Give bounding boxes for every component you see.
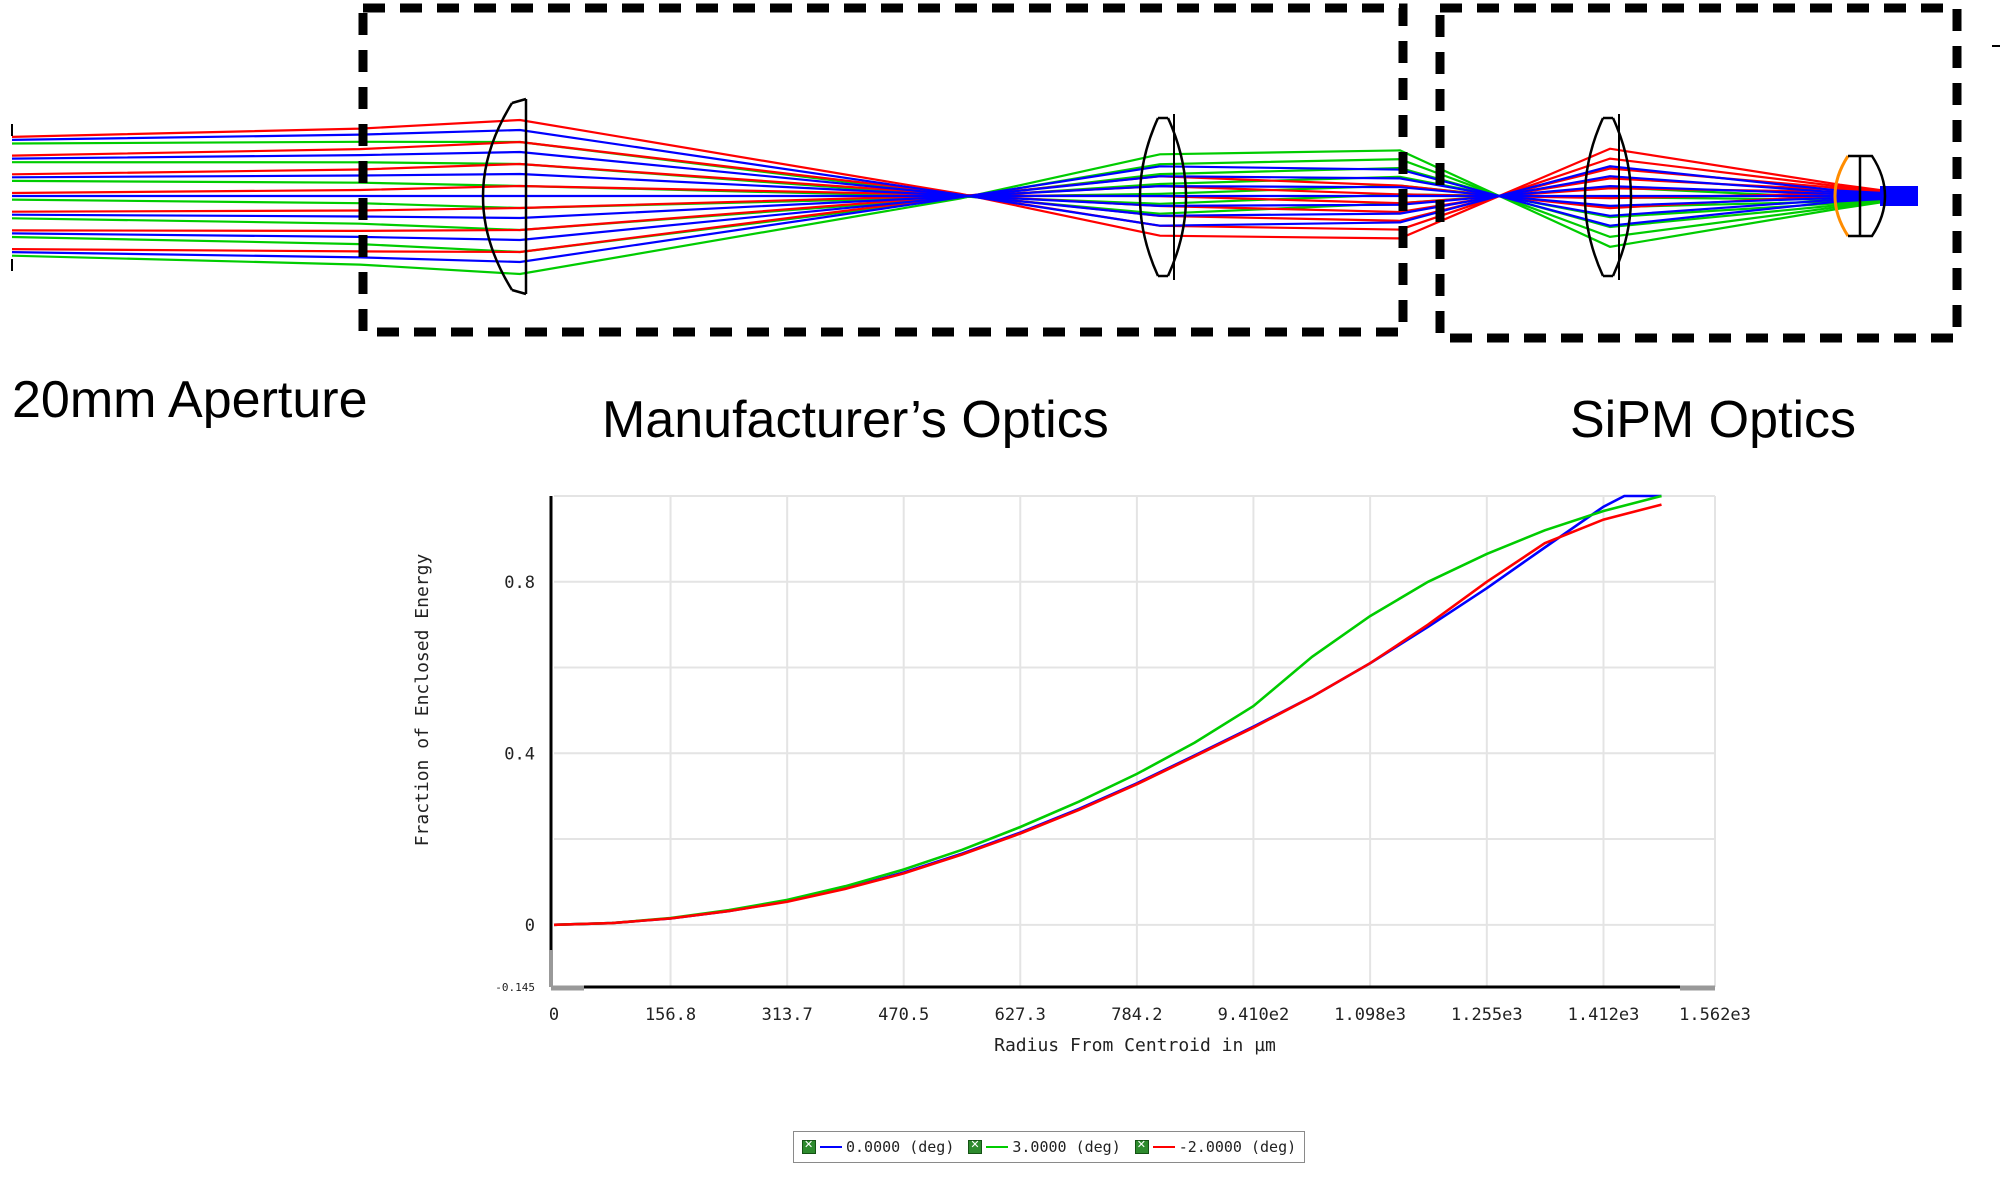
ray <box>11 179 1916 209</box>
chart-grid <box>554 495 1716 987</box>
y-tick-label: 0.4 <box>504 744 535 764</box>
legend-label: 3.0000 (deg) <box>1012 1138 1121 1156</box>
sipm-optics-box <box>1435 3 1962 343</box>
chart-series <box>553 494 1662 927</box>
legend-label: 0.0000 (deg) <box>846 1138 955 1156</box>
ray-bundles <box>11 118 1918 276</box>
ray <box>11 150 1916 217</box>
x-tick-label: 1.412e3 <box>1568 1005 1640 1025</box>
x-tick-label: 1.255e3 <box>1451 1005 1523 1025</box>
ball-lens-body <box>1848 154 1887 238</box>
ray <box>11 165 1916 264</box>
legend-label: -2.0000 (deg) <box>1178 1138 1297 1156</box>
ray <box>11 158 1916 254</box>
ray-group <box>11 140 1916 276</box>
ray-trace-diagram <box>11 3 2000 343</box>
x-tick-label: 1.098e3 <box>1334 1005 1406 1025</box>
y-tick-label: -0.145 <box>495 981 535 994</box>
detector-block <box>1880 186 1918 206</box>
legend-item[interactable]: 0.0000 (deg) <box>802 1138 954 1156</box>
ray <box>11 172 1916 208</box>
checkbox-checked-icon[interactable] <box>1134 1138 1149 1154</box>
y-tick-label: 0 <box>525 916 535 936</box>
relay-lens <box>1138 114 1188 280</box>
chart-labels: 0 156.8 313.7 470.5 627.3 784.2 9.410e2 1.098e3… <box>412 554 1751 1056</box>
lens-front-surface <box>481 102 514 291</box>
y-axis-label: Fraction of Enclosed Energy <box>412 554 433 847</box>
x-axis-label: Radius From Centroid in µm <box>994 1035 1276 1056</box>
checkbox-checked-icon[interactable] <box>802 1138 816 1154</box>
x-tick-label: 784.2 <box>1111 1005 1162 1025</box>
lens-surface <box>1138 117 1188 277</box>
chart-legend: 0.0000 (deg) 3.0000 (deg) -2.0000 (deg) <box>793 1131 1306 1163</box>
ray-group <box>11 128 1916 264</box>
caption-manufacturer-optics: Manufacturer’s Optics <box>602 391 1109 449</box>
legend-swatch <box>986 1146 1009 1148</box>
lens-edge <box>511 97 527 105</box>
legend-swatch <box>820 1146 842 1148</box>
legend-item[interactable]: 3.0000 (deg) <box>968 1138 1121 1156</box>
caption-aperture: 20mm Aperture <box>12 371 368 429</box>
series-line-2 <box>553 503 1662 927</box>
ray <box>11 118 1916 240</box>
lens-surface <box>1583 117 1633 277</box>
x-tick-label: 627.3 <box>995 1005 1046 1025</box>
checkbox-checked-icon[interactable] <box>968 1138 983 1154</box>
lens-edge <box>511 288 527 296</box>
chart-axes <box>549 496 1715 991</box>
legend-item[interactable]: -2.0000 (deg) <box>1134 1138 1297 1156</box>
objective-lens <box>481 97 528 296</box>
ray <box>11 175 1916 242</box>
ray <box>11 128 1916 227</box>
ray <box>11 166 1916 232</box>
y-tick-label: 0.8 <box>504 573 535 593</box>
ball-lens-front <box>1833 155 1850 237</box>
ray <box>11 149 1916 276</box>
manufacturer-optics-box <box>358 3 1408 337</box>
sipm-lens <box>1583 114 1633 280</box>
x-tick-label: 0 <box>549 1005 559 1025</box>
x-tick-label: 1.562e3 <box>1679 1005 1751 1025</box>
ray <box>11 175 1916 219</box>
legend-swatch <box>1152 1146 1175 1148</box>
section-boxes <box>358 3 2000 343</box>
x-tick-label: 9.410e2 <box>1218 1005 1290 1025</box>
x-tick-label: 313.7 <box>762 1005 813 1025</box>
sipm-ball-lens <box>1833 154 1887 238</box>
lens-elements <box>11 97 1887 296</box>
x-tick-label: 156.8 <box>645 1005 696 1025</box>
enclosed-energy-chart: 0 156.8 313.7 470.5 627.3 784.2 9.410e2 1.098e3… <box>412 494 1751 1056</box>
series-line-1 <box>553 494 1662 927</box>
series-line-0 <box>553 494 1662 927</box>
ray <box>11 184 1916 220</box>
caption-sipm-optics: SiPM Optics <box>1570 391 1857 449</box>
x-tick-label: 470.5 <box>878 1005 929 1025</box>
